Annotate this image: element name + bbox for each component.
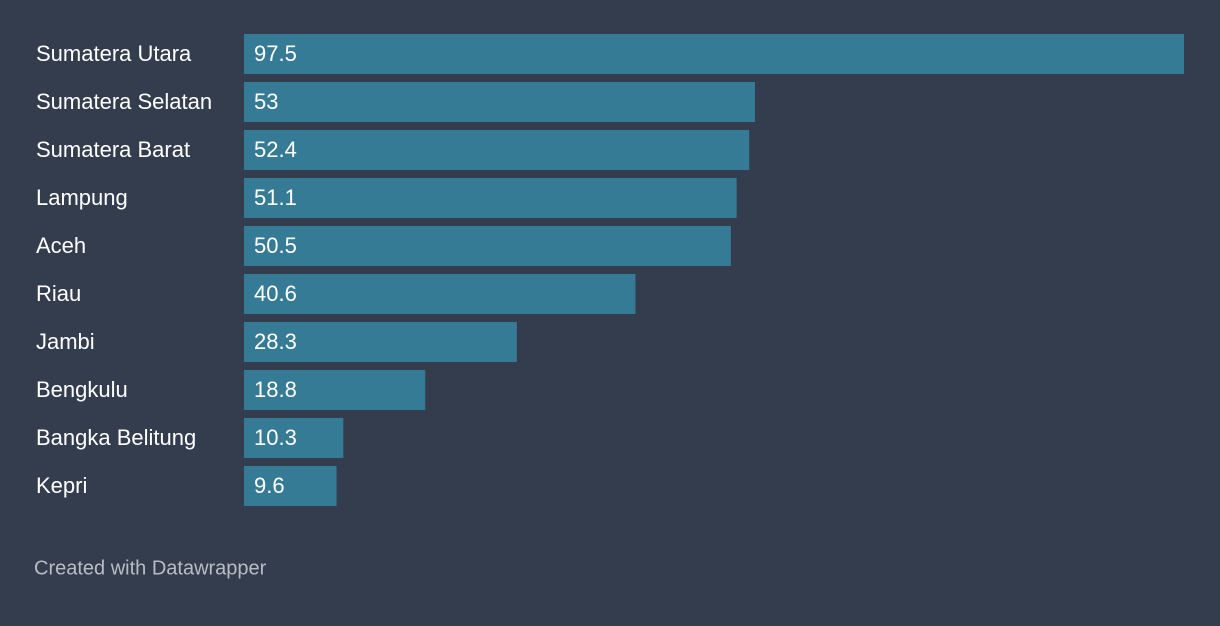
category-label: Jambi bbox=[36, 329, 95, 354]
value-label: 18.8 bbox=[254, 377, 297, 402]
footer-credit: Created with Datawrapper bbox=[34, 557, 267, 579]
value-label: 9.6 bbox=[254, 473, 285, 498]
value-label: 52.4 bbox=[254, 137, 297, 162]
value-label: 10.3 bbox=[254, 425, 297, 450]
bar bbox=[244, 274, 636, 314]
category-label: Bengkulu bbox=[36, 377, 128, 402]
bar bbox=[244, 82, 755, 122]
value-label: 50.5 bbox=[254, 233, 297, 258]
category-label: Lampung bbox=[36, 185, 128, 210]
bar bbox=[244, 370, 426, 410]
bar bbox=[244, 178, 737, 218]
bar bbox=[244, 418, 344, 458]
value-label: 53 bbox=[254, 89, 278, 114]
bar bbox=[244, 130, 750, 170]
bar bbox=[244, 226, 731, 266]
category-label: Bangka Belitung bbox=[36, 425, 196, 450]
category-label: Sumatera Utara bbox=[36, 41, 192, 66]
category-label: Sumatera Barat bbox=[36, 137, 190, 162]
value-label: 40.6 bbox=[254, 281, 297, 306]
category-label: Riau bbox=[36, 281, 81, 306]
value-label: 97.5 bbox=[254, 41, 297, 66]
category-label: Sumatera Selatan bbox=[36, 89, 212, 114]
bar bbox=[244, 466, 337, 506]
value-label: 51.1 bbox=[254, 185, 297, 210]
bar bbox=[244, 34, 1184, 74]
category-label: Aceh bbox=[36, 233, 86, 258]
category-label: Kepri bbox=[36, 473, 87, 498]
value-label: 28.3 bbox=[254, 329, 297, 354]
bar bbox=[244, 322, 517, 362]
